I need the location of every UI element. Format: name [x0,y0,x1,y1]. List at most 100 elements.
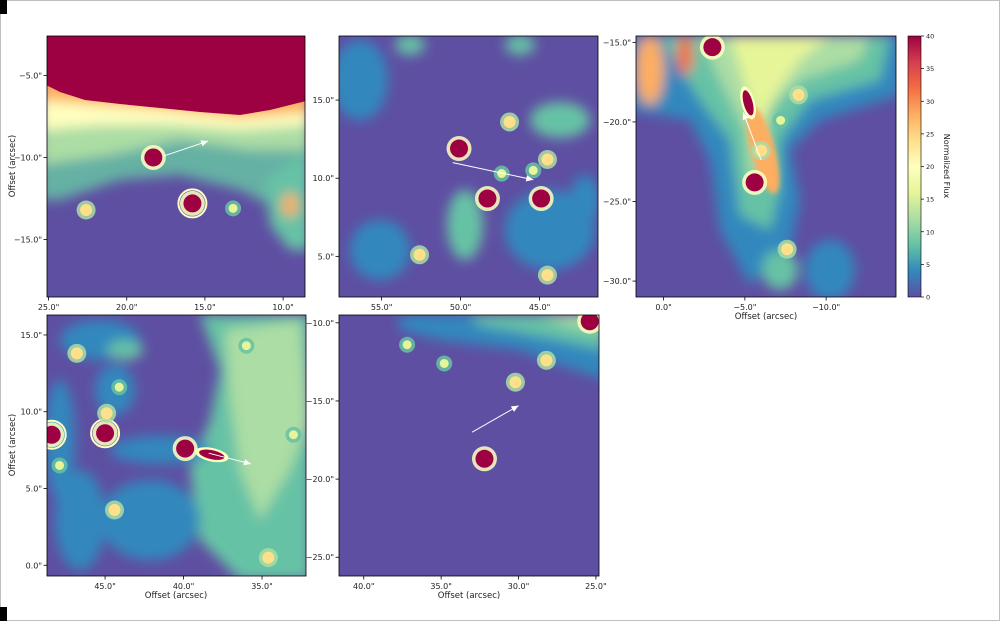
colorbar-tick-label: 30 [926,98,934,106]
point-source [528,186,554,212]
panel-bottom-middle: 40.0" 35.0" 30.0" 25.0" −10.0" −15.0" −20.0" −2… [306,314,607,601]
point-source [140,144,166,170]
x-tick-label: 55.0" [371,303,393,312]
emission-background [339,36,598,280]
x-tick-label: 35.0" [430,582,452,591]
point-source [195,447,229,463]
x-tick-label: 45.0" [94,582,116,591]
point-source [699,36,725,60]
colorbar-tick-label: 10 [926,228,934,236]
colorbar: 0 5 10 15 20 25 30 35 40 Normalized Flux [907,33,951,302]
emission-background [400,315,599,378]
y-axis-label: Offset (arcsec) [8,135,18,197]
y-tick-label: −15.0" [14,236,42,245]
point-source [742,169,768,195]
x-tick-label: −5.0" [733,303,756,312]
panel-top-left: 25.0" 20.0" 15.0" 10.0" −5.0" −10.0" −15.0" Of… [8,35,306,312]
point-source [399,336,416,353]
x-axis-label: Offset (arcsec) [735,312,797,322]
x-tick-label: 15.0" [194,303,216,312]
point-source [238,337,255,354]
x-tick-label: 30.0" [508,582,530,591]
point-source [446,136,472,162]
y-tick-label: −25.0" [603,198,631,207]
point-source [436,355,453,372]
x-tick-label: −10.0" [812,303,840,312]
point-source [177,188,208,219]
colorbar-label: Normalized Flux [942,134,951,199]
panel-frame [46,35,306,298]
y-tick-label: −5.0" [19,71,42,80]
colorbar-gradient [907,35,922,298]
proper-motion-arrow [471,405,519,433]
proper-motion-arrow [742,112,762,161]
y-tick-label: 0.0" [26,561,42,570]
proper-motion-arrow [208,452,252,466]
point-source [500,112,520,132]
point-source [67,343,87,363]
panel-top-right: 0.0" −5.0" −10.0"−15.0"−20.0"−25.0"−30.0" … [603,35,897,322]
y-tick-label: 5.0" [26,484,42,493]
point-source [777,239,797,259]
point-source [751,141,771,161]
y-tick-label: −25.0" [306,553,334,562]
point-source [111,379,128,396]
x-tick-label: 0.0" [655,303,671,312]
point-source [577,315,599,334]
y-tick-label: 15.0" [313,96,335,105]
x-tick-label: 25.0" [585,582,607,591]
y-tick-label: −20.0" [603,118,631,127]
x-tick-label: 40.0" [353,582,375,591]
point-source [104,500,124,520]
colorbar-tick-label: 35 [926,65,934,73]
x-tick-label: 35.0" [251,582,273,591]
point-source [537,149,557,169]
proper-motion-arrow [452,162,534,182]
point-source [740,86,756,120]
point-source [172,436,198,462]
corner-mark [0,0,7,14]
y-tick-label: 10.0" [21,408,43,417]
point-source [536,350,556,370]
colorbar-tick-label: 5 [926,261,930,269]
colorbar-tick-label: 20 [926,163,934,171]
point-source [258,548,278,568]
panel-frame [338,314,600,577]
x-axis-label: Offset (arcsec) [438,591,500,601]
proper-motion-arrow [164,140,209,157]
corner-mark [0,607,7,621]
point-source [76,200,96,220]
x-tick-label: 45.0" [529,303,551,312]
point-source [525,162,542,179]
y-tick-label: −10.0" [306,319,334,328]
point-source [225,200,242,217]
x-tick-label: 20.0" [116,303,138,312]
x-tick-label: 10.0" [272,303,294,312]
point-source [90,418,121,449]
emission-background [636,36,896,297]
point-source [410,245,430,265]
y-tick-label: −15.0" [306,397,334,406]
emission-background [47,36,305,250]
colorbar-tick-label: 40 [926,33,934,41]
y-tick-label: −20.0" [306,475,334,484]
panel-top-middle: 55.0" 50.0" 45.0" 15.0" 10.0" 5.0" [313,35,599,312]
y-tick-label: 10.0" [313,174,335,183]
x-axis-label: Offset (arcsec) [145,591,207,601]
point-source [505,372,525,392]
x-tick-label: 40.0" [173,582,195,591]
panel-bottom-left: 45.0" 40.0" 35.0" 15.0" 10.0" 5.0" 0.0" Offset… [8,314,307,601]
panel-frame [635,35,897,298]
point-source [97,403,117,423]
y-tick-label: −10.0" [14,153,42,162]
y-tick-label: −30.0" [603,277,631,286]
point-source [47,419,67,450]
point-source [51,457,68,474]
point-source [285,426,302,443]
point-source [789,85,808,105]
y-axis-label: Offset (arcsec) [8,414,18,476]
point-source [474,186,500,212]
panel-frame [338,35,599,298]
y-tick-label: 15.0" [21,331,43,340]
